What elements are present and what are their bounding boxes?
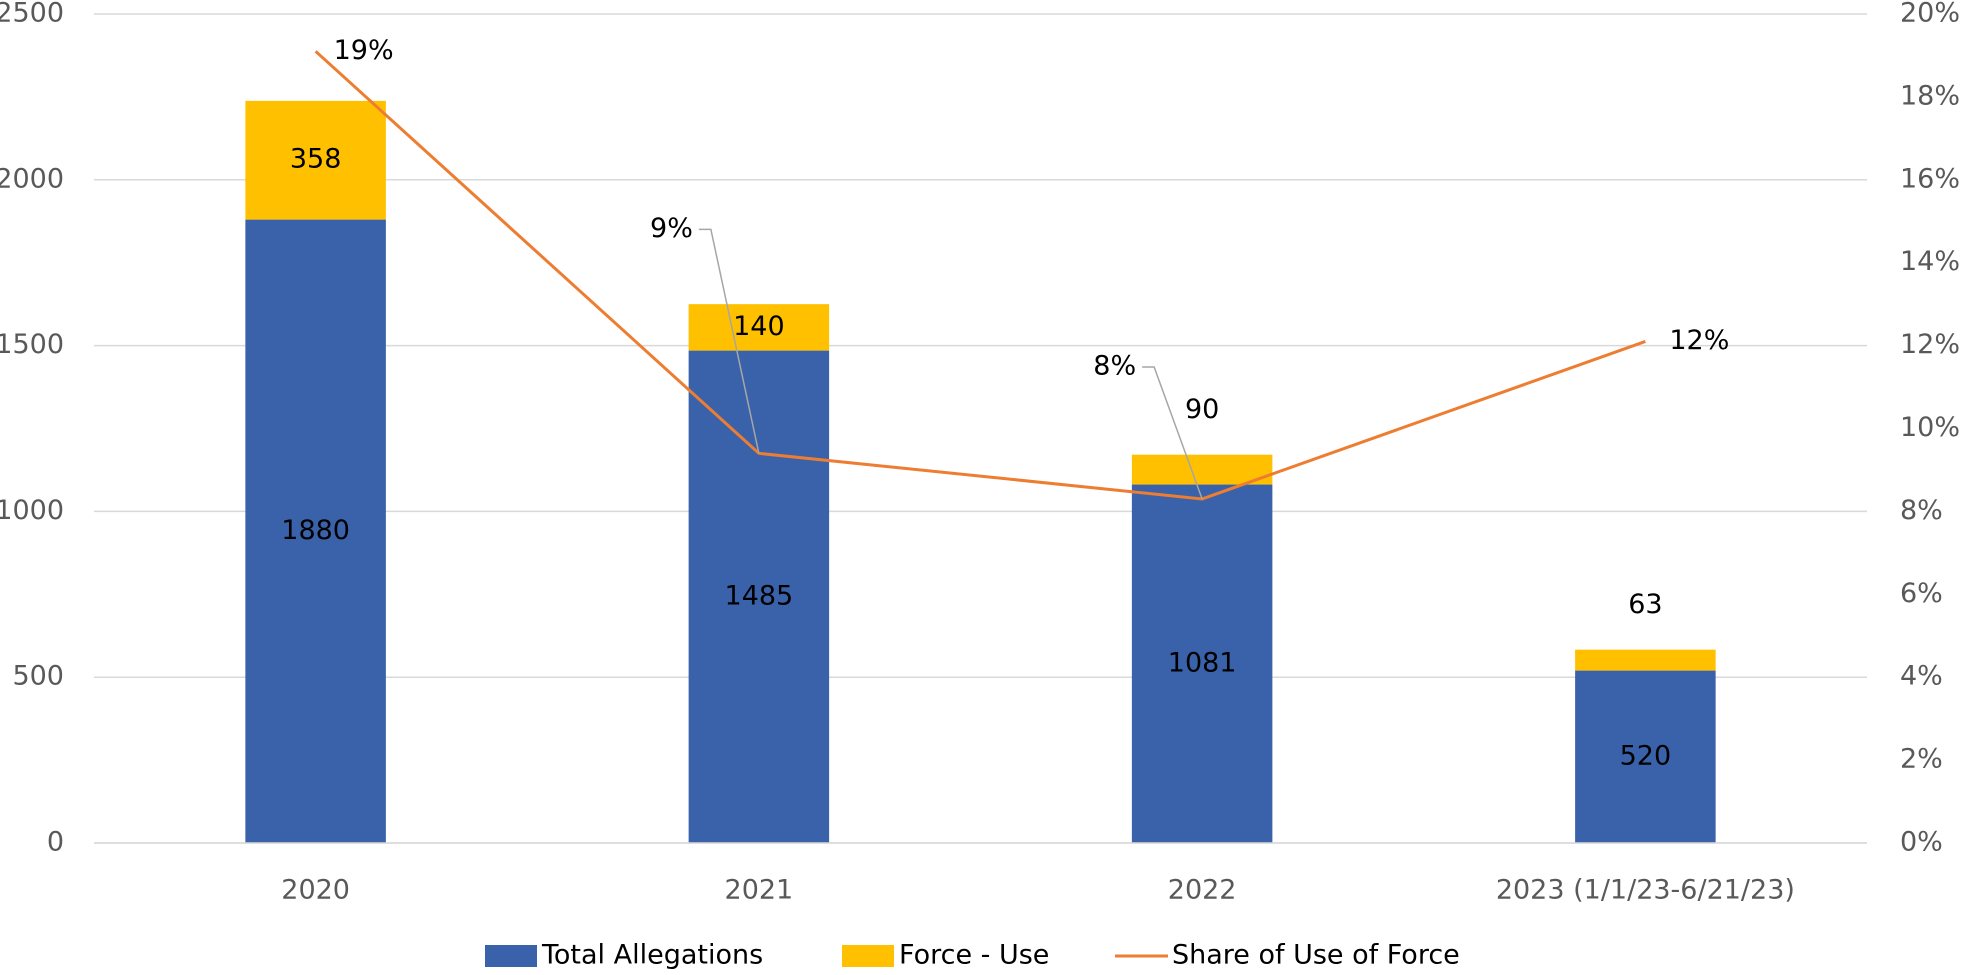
y-tick-label: 1500	[0, 329, 64, 360]
y2-tick-label: 10%	[1900, 412, 1960, 443]
line-series	[314, 50, 1646, 501]
bar-segment	[688, 350, 830, 843]
bar-segment	[245, 219, 386, 844]
x-tick-label: 2020	[281, 875, 350, 906]
data-label: 19%	[334, 35, 394, 66]
bar-segment	[1575, 649, 1716, 671]
y2-tick-label: 18%	[1900, 80, 1960, 111]
data-label: 1081	[1168, 647, 1237, 678]
y2-tick-label: 4%	[1900, 661, 1943, 692]
data-label: 9%	[650, 213, 693, 244]
data-label: 1485	[725, 580, 794, 611]
data-label: 63	[1628, 589, 1662, 620]
data-label: 1880	[281, 515, 350, 546]
y2-tick-label: 20%	[1900, 0, 1960, 29]
x-tick-label: 2023 (1/1/23-6/21/23)	[1496, 875, 1795, 906]
y2-tick-label: 0%	[1900, 827, 1943, 858]
y2-tick-label: 6%	[1900, 578, 1943, 609]
legend-swatch	[485, 945, 537, 967]
bar-segment	[1131, 484, 1273, 843]
data-label: 520	[1620, 740, 1672, 771]
y2-tick-label: 2%	[1900, 744, 1943, 775]
bar-segment	[1131, 454, 1273, 485]
legend-label: Force - Use	[899, 940, 1049, 971]
y-tick-label: 500	[12, 661, 64, 692]
bar-segment	[688, 304, 830, 351]
y2-tick-label: 12%	[1900, 329, 1960, 360]
y-tick-label: 0	[47, 827, 64, 858]
x-tick-label: 2021	[725, 875, 794, 906]
y2-tick-label: 14%	[1900, 246, 1960, 277]
x-tick-label: 2022	[1168, 875, 1237, 906]
bar-segment	[1575, 670, 1716, 843]
data-label: 358	[290, 144, 342, 175]
data-label: 8%	[1093, 350, 1136, 381]
legend-label: Total Allegations	[541, 940, 763, 971]
leader-line	[1142, 366, 1203, 500]
data-label: 90	[1185, 394, 1219, 425]
y2-tick-label: 16%	[1900, 163, 1960, 194]
y2-tick-label: 8%	[1900, 495, 1943, 526]
data-label: 140	[733, 311, 785, 342]
leader-line	[698, 228, 760, 454]
y-tick-label: 2500	[0, 0, 64, 29]
y-tick-label: 1000	[0, 495, 64, 526]
legend-swatch	[842, 945, 894, 967]
y-tick-label: 2000	[0, 163, 64, 194]
legend-label: Share of Use of Force	[1172, 940, 1460, 971]
bar-segment	[245, 100, 386, 220]
data-label: 12%	[1669, 325, 1729, 356]
